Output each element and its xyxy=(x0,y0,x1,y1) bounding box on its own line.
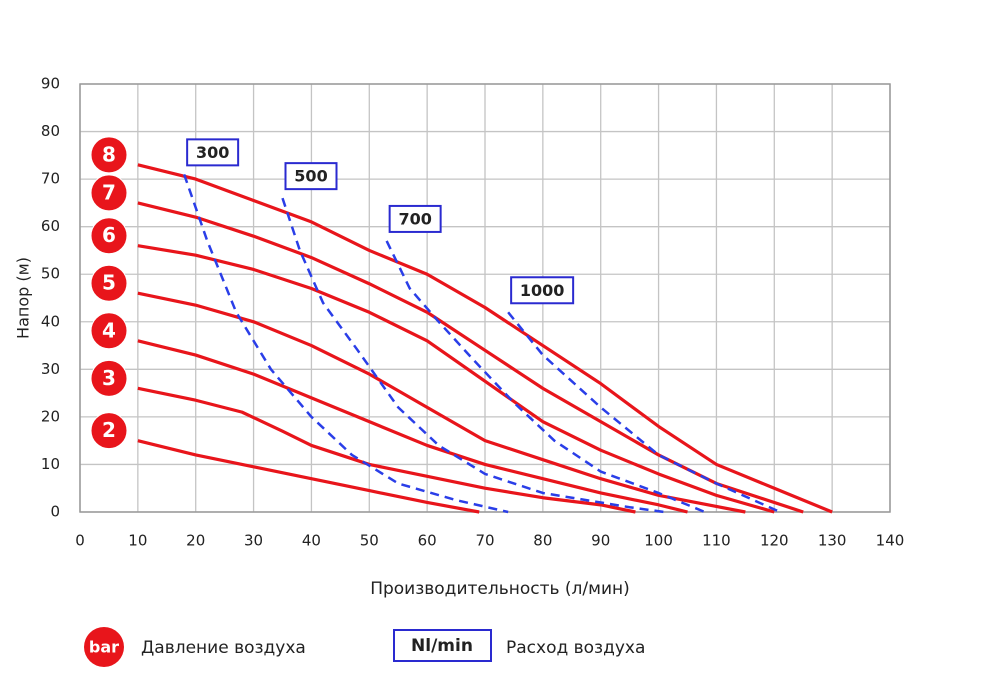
x-tick-label: 90 xyxy=(591,532,610,550)
x-axis-label: Производительность (л/мин) xyxy=(370,579,630,599)
x-tick-label: 140 xyxy=(876,532,905,550)
y-tick-label: 50 xyxy=(41,265,60,283)
series-badge xyxy=(90,264,128,302)
y-tick-label: 80 xyxy=(41,122,60,140)
series-label: 700 xyxy=(398,209,431,228)
series-label: 500 xyxy=(294,167,327,186)
series-label: 1000 xyxy=(520,281,565,300)
x-tick-label: 0 xyxy=(75,532,85,550)
y-tick-label: 40 xyxy=(41,312,60,330)
curve xyxy=(137,291,746,514)
plot-border xyxy=(79,83,891,513)
x-tick-label: 70 xyxy=(475,532,494,550)
x-tick-label: 30 xyxy=(244,532,263,550)
y-tick-label: 60 xyxy=(41,217,60,235)
legend-label: Расход воздуха xyxy=(506,638,645,658)
x-tick-label: 130 xyxy=(818,532,847,550)
curve xyxy=(385,240,706,514)
series-badge xyxy=(90,312,128,350)
y-tick-label: 10 xyxy=(41,455,60,473)
y-tick-label: 20 xyxy=(41,407,60,425)
x-tick-label: 60 xyxy=(418,532,437,550)
series-badge xyxy=(90,217,128,255)
series-label: 4 xyxy=(102,318,116,342)
x-tick-label: 10 xyxy=(128,532,147,550)
curve xyxy=(281,197,665,514)
series-label-box xyxy=(284,162,338,191)
series-label: 6 xyxy=(102,223,116,247)
series-label: 5 xyxy=(102,271,116,295)
x-tick-label: 50 xyxy=(360,532,379,550)
curve xyxy=(182,173,509,514)
x-tick-label: 120 xyxy=(760,532,789,550)
series-label-box xyxy=(510,276,575,305)
series-label: 7 xyxy=(102,180,116,204)
curve xyxy=(137,439,480,514)
series-label: 3 xyxy=(102,366,116,390)
curve xyxy=(507,311,781,514)
legend-box xyxy=(393,629,492,662)
y-tick-label: 30 xyxy=(41,360,60,378)
series-badge xyxy=(90,136,128,174)
legend-symbol: Nl/min xyxy=(411,636,473,656)
x-tick-label: 20 xyxy=(186,532,205,550)
series-label-box xyxy=(186,138,240,167)
x-tick-label: 100 xyxy=(644,532,673,550)
curve xyxy=(137,339,688,514)
y-tick-label: 90 xyxy=(41,75,60,93)
series-label: 2 xyxy=(102,418,116,442)
series-badge xyxy=(90,359,128,397)
series-label: 8 xyxy=(102,142,116,166)
series-badge xyxy=(90,412,128,450)
series-label: 300 xyxy=(196,143,229,162)
legend-symbol: bar xyxy=(89,638,119,657)
x-tick-label: 40 xyxy=(302,532,321,550)
curve xyxy=(137,244,775,514)
legend-label: Давление воздуха xyxy=(141,638,306,658)
y-tick-label: 70 xyxy=(41,170,60,188)
series-label-box xyxy=(388,204,442,233)
y-tick-label: 0 xyxy=(50,503,60,521)
x-tick-label: 80 xyxy=(533,532,552,550)
y-axis-label: Напор (м) xyxy=(14,257,33,339)
x-tick-label: 110 xyxy=(702,532,731,550)
legend-badge xyxy=(84,627,124,667)
series-badge xyxy=(90,174,128,212)
curve xyxy=(137,163,833,514)
